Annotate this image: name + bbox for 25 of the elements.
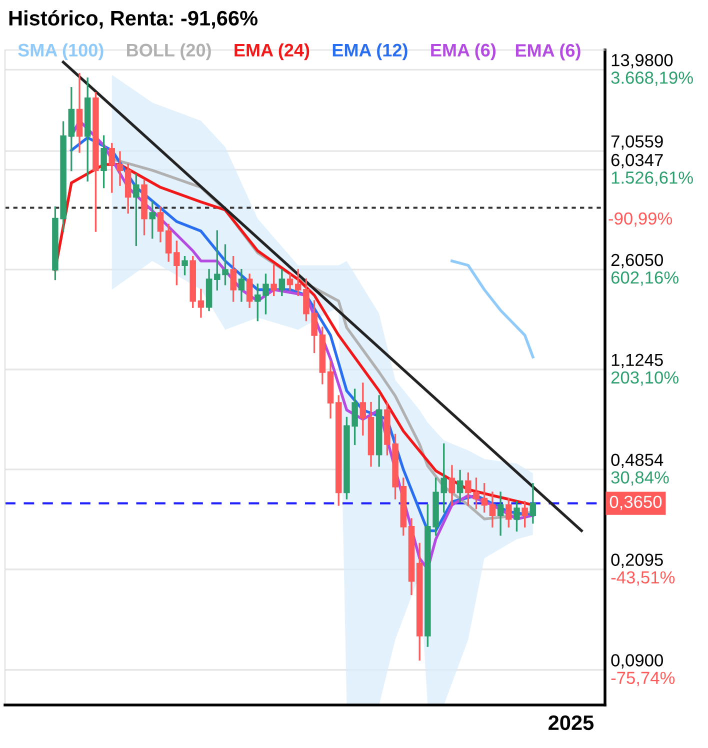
text: 30,84% [611, 471, 669, 486]
text: 1.526,61% [612, 171, 693, 186]
text: BOLL (20) [127, 43, 211, 60]
text: EMA (24) [234, 43, 310, 60]
chart-title: Histórico, Renta: -91,66% [9, 10, 258, 29]
text: -75,74% [611, 672, 675, 686]
y-tick-label: 1,1245 [612, 354, 663, 368]
y-tick-label: 0,0900 [611, 654, 663, 669]
y-tick-label: 6,0347 [611, 154, 663, 168]
text: SMA (100) [18, 43, 104, 60]
y-tick-label: 7,0559 [611, 135, 663, 150]
y-tick-label: 2,6050 [611, 254, 663, 268]
text: -43,51% [611, 571, 675, 586]
text: 602,16% [611, 271, 678, 286]
y-tick-label: 13,9800 [612, 54, 673, 68]
annotation: EMA (6) [516, 44, 580, 60]
ref-line-label: 0,3650 [610, 496, 662, 510]
text: 2025 [548, 715, 594, 730]
text: 3.668,19% [611, 72, 693, 86]
y-tick-label: 0,4854 [611, 454, 664, 468]
y-tick-label: 0,2095 [611, 554, 663, 568]
text: EMA (12) [332, 43, 408, 60]
text: 203,10% [611, 371, 678, 386]
text: -90,99% [608, 212, 672, 227]
text: EMA (6) [431, 43, 496, 60]
